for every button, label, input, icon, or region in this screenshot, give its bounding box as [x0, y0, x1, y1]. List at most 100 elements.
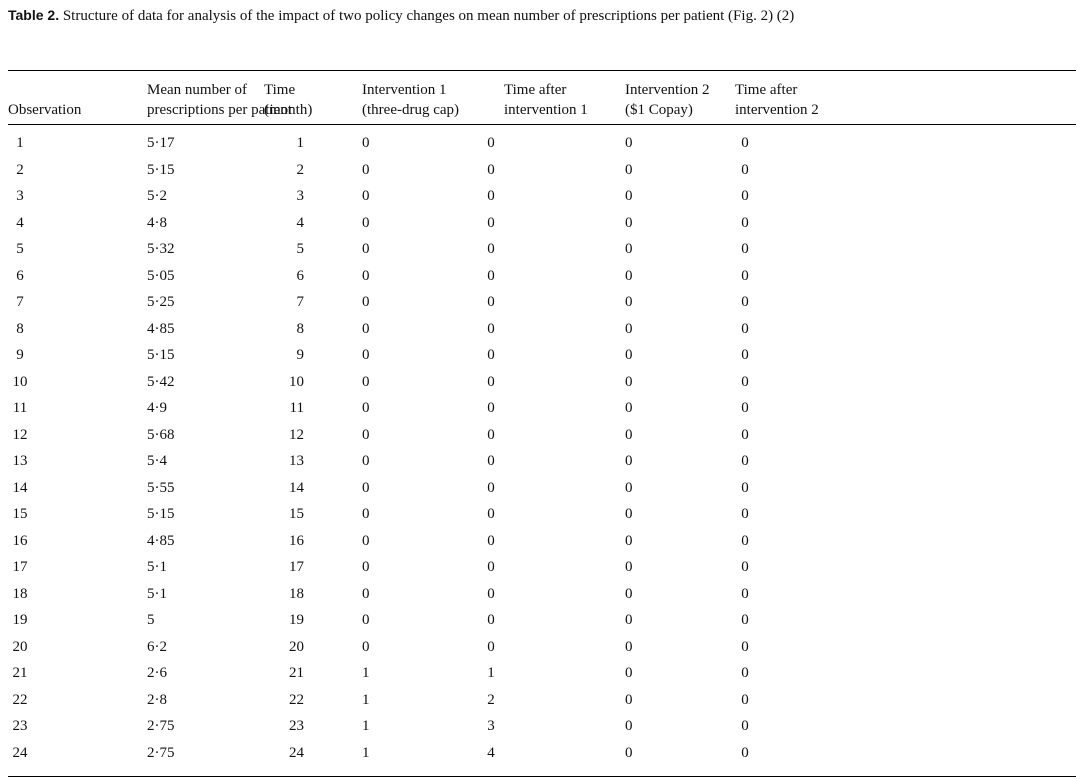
header-mean-line2: prescriptions per patient — [147, 102, 292, 118]
cell-time-after-intervention-1: 0 — [487, 188, 495, 204]
cell-mean-prescriptions: 5·1 — [147, 585, 167, 602]
cell-time-after-intervention-2: 0 — [741, 426, 749, 443]
cell-intervention-2: 0 — [625, 267, 633, 284]
cell-time-after-intervention-2: 0 — [741, 161, 749, 178]
cell-time-month: 21 — [289, 665, 304, 681]
cell-mean-prescriptions: 5·32 — [147, 241, 175, 257]
header-time-after-intervention-2: Time after intervention 2 — [735, 80, 819, 120]
cell-time-after-intervention-1: 0 — [487, 506, 495, 522]
cell-intervention-1: 0 — [362, 267, 370, 284]
cell-time-after-intervention-1: 1 — [487, 665, 495, 681]
cell-intervention-1: 1 — [362, 744, 370, 761]
cell-time-after-intervention-1: 0 — [487, 373, 495, 390]
cell-time-month: 19 — [289, 612, 304, 628]
cell-time-after-intervention-1: 0 — [487, 347, 495, 363]
cell-intervention-1: 1 — [362, 691, 370, 708]
cell-intervention-2: 0 — [625, 506, 633, 522]
cell-time-after-intervention-2: 0 — [741, 241, 749, 257]
cell-mean-prescriptions: 5·15 — [147, 347, 175, 363]
table-row: 21 2·6 21 1 1 0 0 — [0, 663, 1082, 689]
header-intervention-2-line1: Intervention 2 — [625, 82, 710, 98]
table-row: 16 4·85 16 0 0 0 0 — [0, 531, 1082, 557]
table-caption: Table 2. Structure of data for analysis … — [8, 4, 1080, 27]
cell-intervention-2: 0 — [625, 373, 633, 390]
table-row: 8 4·85 8 0 0 0 0 — [0, 319, 1082, 345]
cell-time-after-intervention-1: 0 — [487, 320, 495, 337]
table-row: 6 5·05 6 0 0 0 0 — [0, 266, 1082, 292]
table-row: 5 5·32 5 0 0 0 0 — [0, 239, 1082, 265]
table-row: 12 5·68 12 0 0 0 0 — [0, 425, 1082, 451]
cell-intervention-2: 0 — [625, 347, 633, 363]
cell-intervention-2: 0 — [625, 241, 633, 257]
cell-observation: 12 — [12, 426, 28, 443]
cell-mean-prescriptions: 2·75 — [147, 718, 175, 734]
cell-time-month: 11 — [289, 400, 304, 416]
cell-time-after-intervention-1: 0 — [487, 135, 495, 151]
cell-time-after-intervention-1: 0 — [487, 638, 495, 655]
cell-time-month: 17 — [289, 559, 304, 575]
cell-observation: 18 — [12, 585, 28, 602]
cell-time-after-intervention-2: 0 — [741, 453, 749, 469]
cell-intervention-2: 0 — [625, 559, 633, 575]
cell-time-after-intervention-2: 0 — [741, 532, 749, 549]
cell-time-after-intervention-1: 0 — [487, 400, 495, 416]
cell-time-after-intervention-2: 0 — [741, 479, 749, 496]
table-row: 13 5·4 13 0 0 0 0 — [0, 451, 1082, 477]
cell-time-month: 1 — [296, 135, 305, 151]
cell-intervention-1: 0 — [362, 188, 370, 204]
cell-mean-prescriptions: 5·1 — [147, 559, 167, 575]
cell-observation: 15 — [12, 506, 28, 522]
cell-intervention-1: 0 — [362, 453, 370, 469]
cell-time-month: 2 — [296, 161, 305, 178]
cell-time-month: 12 — [289, 426, 304, 443]
header-intervention-2: Intervention 2 ($1 Copay) — [625, 80, 710, 120]
table-caption-text: Structure of data for analysis of the im… — [62, 8, 795, 24]
cell-time-after-intervention-2: 0 — [741, 135, 749, 151]
table-row: 2 5·15 2 0 0 0 0 — [0, 160, 1082, 186]
cell-intervention-2: 0 — [625, 479, 633, 496]
cell-intervention-2: 0 — [625, 294, 633, 310]
cell-time-month: 10 — [289, 373, 304, 390]
cell-intervention-1: 1 — [362, 665, 370, 681]
table-header-rule — [8, 124, 1076, 125]
header-time-line1: Time — [264, 82, 296, 98]
header-observation-line2: Observation — [8, 102, 82, 118]
cell-intervention-1: 0 — [362, 479, 370, 496]
cell-intervention-2: 0 — [625, 426, 633, 443]
cell-observation: 6 — [16, 267, 24, 284]
cell-observation: 11 — [12, 400, 28, 416]
cell-time-month: 8 — [296, 320, 305, 337]
header-time-after-2-line1: Time after — [735, 82, 798, 98]
table-row: 19 5 19 0 0 0 0 — [0, 610, 1082, 636]
cell-time-after-intervention-2: 0 — [741, 347, 749, 363]
cell-time-after-intervention-1: 3 — [487, 718, 495, 734]
header-time-after-1-line2: intervention 1 — [504, 102, 588, 118]
cell-mean-prescriptions: 4·8 — [147, 214, 167, 231]
table-bottom-rule — [8, 776, 1076, 777]
cell-time-after-intervention-1: 4 — [487, 744, 495, 761]
cell-intervention-2: 0 — [625, 744, 633, 761]
cell-time-after-intervention-1: 2 — [487, 691, 495, 708]
cell-intervention-2: 0 — [625, 188, 633, 204]
cell-observation: 13 — [12, 453, 28, 469]
table-row: 17 5·1 17 0 0 0 0 — [0, 557, 1082, 583]
cell-time-after-intervention-2: 0 — [741, 612, 749, 628]
cell-time-after-intervention-1: 0 — [487, 161, 495, 178]
cell-mean-prescriptions: 2·6 — [147, 665, 167, 681]
cell-time-month: 9 — [296, 347, 305, 363]
table-row: 9 5·15 9 0 0 0 0 — [0, 345, 1082, 371]
cell-observation: 14 — [12, 479, 28, 496]
cell-time-month: 14 — [289, 479, 304, 496]
table-row: 20 6·2 20 0 0 0 0 — [0, 637, 1082, 663]
cell-intervention-1: 0 — [362, 320, 370, 337]
cell-time-after-intervention-1: 0 — [487, 612, 495, 628]
cell-time-after-intervention-2: 0 — [741, 718, 749, 734]
cell-time-after-intervention-2: 0 — [741, 506, 749, 522]
header-time: Time (month) — [264, 80, 312, 120]
header-mean-line1: Mean number of — [147, 82, 247, 98]
cell-intervention-1: 0 — [362, 638, 370, 655]
table-top-rule — [8, 70, 1076, 71]
cell-time-month: 23 — [289, 718, 304, 734]
table-row: 14 5·55 14 0 0 0 0 — [0, 478, 1082, 504]
